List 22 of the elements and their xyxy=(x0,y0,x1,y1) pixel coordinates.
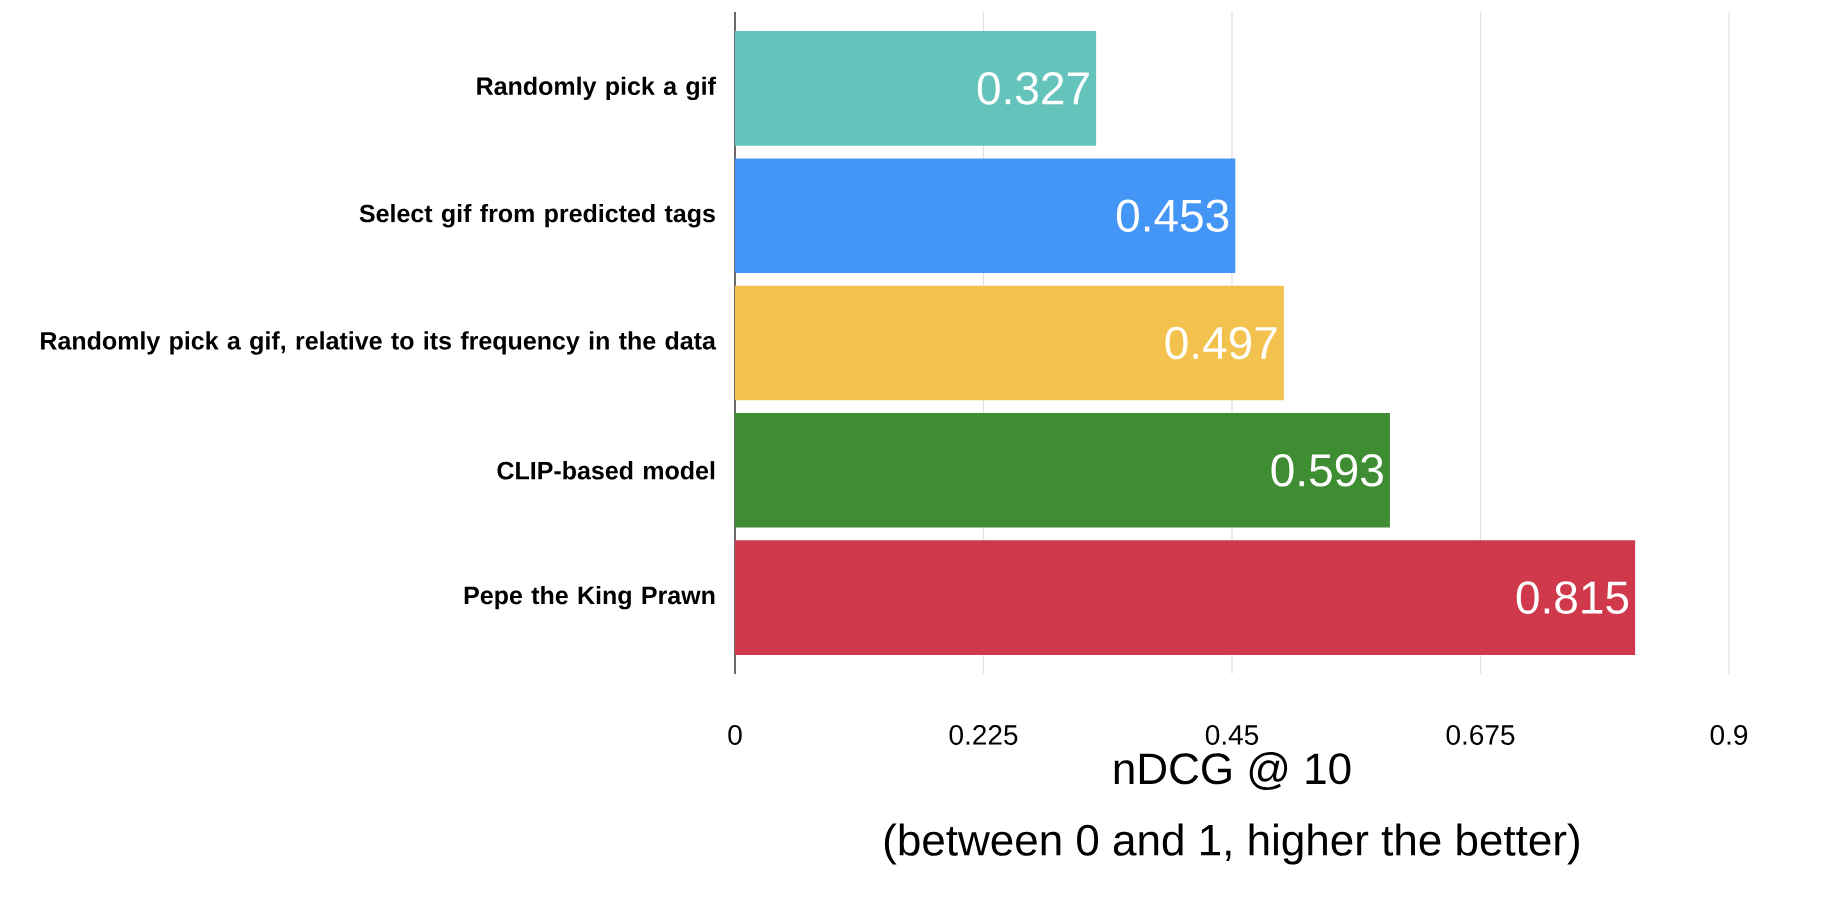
x-axis-title: nDCG @ 10 xyxy=(1114,752,1351,790)
data-label: 0.497 xyxy=(1165,326,1277,360)
bar xyxy=(735,413,1390,528)
bar xyxy=(735,540,1636,655)
y-tick-label: Pepe the King Prawn xyxy=(464,585,715,610)
data-label: 0.815 xyxy=(1516,581,1629,614)
bar xyxy=(735,158,1236,273)
x-tick-label: 0.9 xyxy=(1710,725,1748,745)
x-tick-label: 0.45 xyxy=(1205,725,1259,745)
y-tick-label: Randomly pick a gif, relative to its frequency in the data xyxy=(41,331,717,355)
x-tick-label: 0 xyxy=(728,725,742,745)
x-tick-label: 0.225 xyxy=(949,725,1018,745)
text: (between 0 and 1, higher the better) xyxy=(884,823,1579,865)
bar xyxy=(735,285,1284,401)
y-tick-label: Randomly pick a gif xyxy=(477,76,716,101)
y-tick-label: CLIP-based model xyxy=(497,461,715,480)
x-tick-label: 0.675 xyxy=(1446,725,1515,745)
data-label: 0.327 xyxy=(977,72,1089,105)
bar xyxy=(735,31,1097,146)
data-label: 0.453 xyxy=(1116,199,1229,232)
data-label: 0.593 xyxy=(1271,454,1383,487)
y-tick-label: Select gif from predicted tags xyxy=(359,203,715,228)
